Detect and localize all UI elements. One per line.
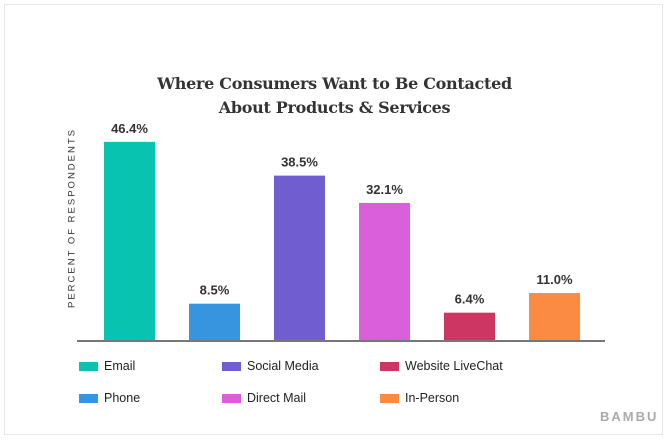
- chart-frame: [4, 4, 663, 435]
- chart-title-line-2: About Products & Services: [218, 98, 451, 117]
- legend-swatch: [79, 362, 98, 371]
- data-label: 46.4%: [111, 121, 148, 136]
- legend-swatch: [79, 394, 98, 403]
- legend-label: Phone: [104, 391, 141, 405]
- bar-phone: [189, 303, 240, 340]
- brand-logo: BAMBU: [600, 409, 659, 424]
- data-label: 8.5%: [200, 283, 230, 298]
- data-label: 38.5%: [281, 155, 318, 170]
- bar-social-media: [274, 175, 325, 340]
- data-label: 11.0%: [536, 272, 573, 287]
- legend-swatch: [380, 362, 399, 371]
- bar-in-person: [529, 293, 580, 340]
- bar-direct-mail: [359, 202, 410, 340]
- legend-label: Website LiveChat: [405, 359, 503, 373]
- chart-title-line-1: Where Consumers Want to Be Contacted: [157, 74, 512, 93]
- data-label: 32.1%: [366, 182, 403, 197]
- legend-label: Email: [104, 359, 136, 373]
- data-label: 6.4%: [455, 292, 485, 307]
- bar-website-livechat: [444, 312, 495, 340]
- legend-label: Social Media: [247, 359, 319, 373]
- legend-swatch: [380, 394, 399, 403]
- legend-label: Direct Mail: [247, 391, 307, 405]
- legend-swatch: [222, 394, 241, 403]
- legend-label: In-Person: [405, 391, 460, 405]
- bar-email: [104, 141, 155, 340]
- legend-swatch: [222, 362, 241, 371]
